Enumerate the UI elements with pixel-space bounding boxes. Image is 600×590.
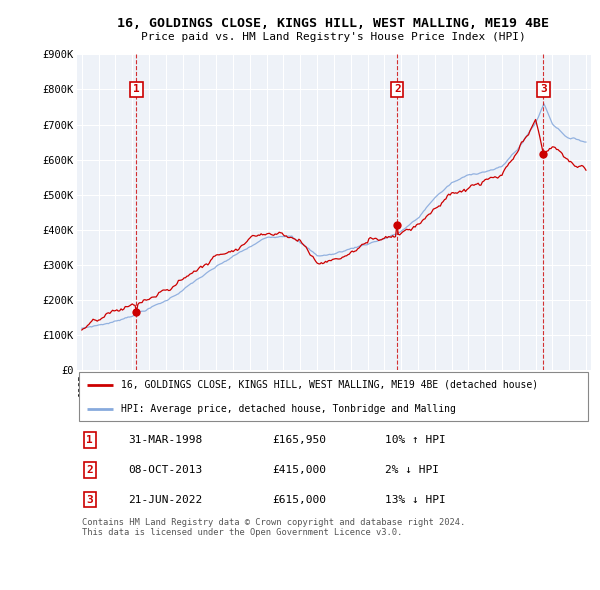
Text: £165,950: £165,950: [272, 435, 326, 445]
FancyBboxPatch shape: [79, 372, 589, 421]
Text: 21-JUN-2022: 21-JUN-2022: [128, 494, 202, 504]
Text: Contains HM Land Registry data © Crown copyright and database right 2024.
This d: Contains HM Land Registry data © Crown c…: [82, 518, 465, 537]
Text: 2: 2: [394, 84, 401, 94]
Text: 1: 1: [86, 435, 93, 445]
Text: 2: 2: [86, 465, 93, 475]
Text: 3: 3: [86, 494, 93, 504]
Text: HPI: Average price, detached house, Tonbridge and Malling: HPI: Average price, detached house, Tonb…: [121, 404, 455, 414]
Text: 10% ↑ HPI: 10% ↑ HPI: [385, 435, 446, 445]
Text: Price paid vs. HM Land Registry's House Price Index (HPI): Price paid vs. HM Land Registry's House …: [140, 32, 526, 42]
Text: 3: 3: [540, 84, 547, 94]
Text: 08-OCT-2013: 08-OCT-2013: [128, 465, 202, 475]
Text: 31-MAR-1998: 31-MAR-1998: [128, 435, 202, 445]
Text: £415,000: £415,000: [272, 465, 326, 475]
Text: 13% ↓ HPI: 13% ↓ HPI: [385, 494, 446, 504]
Text: 2% ↓ HPI: 2% ↓ HPI: [385, 465, 439, 475]
Text: 16, GOLDINGS CLOSE, KINGS HILL, WEST MALLING, ME19 4BE: 16, GOLDINGS CLOSE, KINGS HILL, WEST MAL…: [117, 17, 549, 30]
Text: 16, GOLDINGS CLOSE, KINGS HILL, WEST MALLING, ME19 4BE (detached house): 16, GOLDINGS CLOSE, KINGS HILL, WEST MAL…: [121, 380, 538, 389]
Text: 1: 1: [133, 84, 140, 94]
Text: £615,000: £615,000: [272, 494, 326, 504]
